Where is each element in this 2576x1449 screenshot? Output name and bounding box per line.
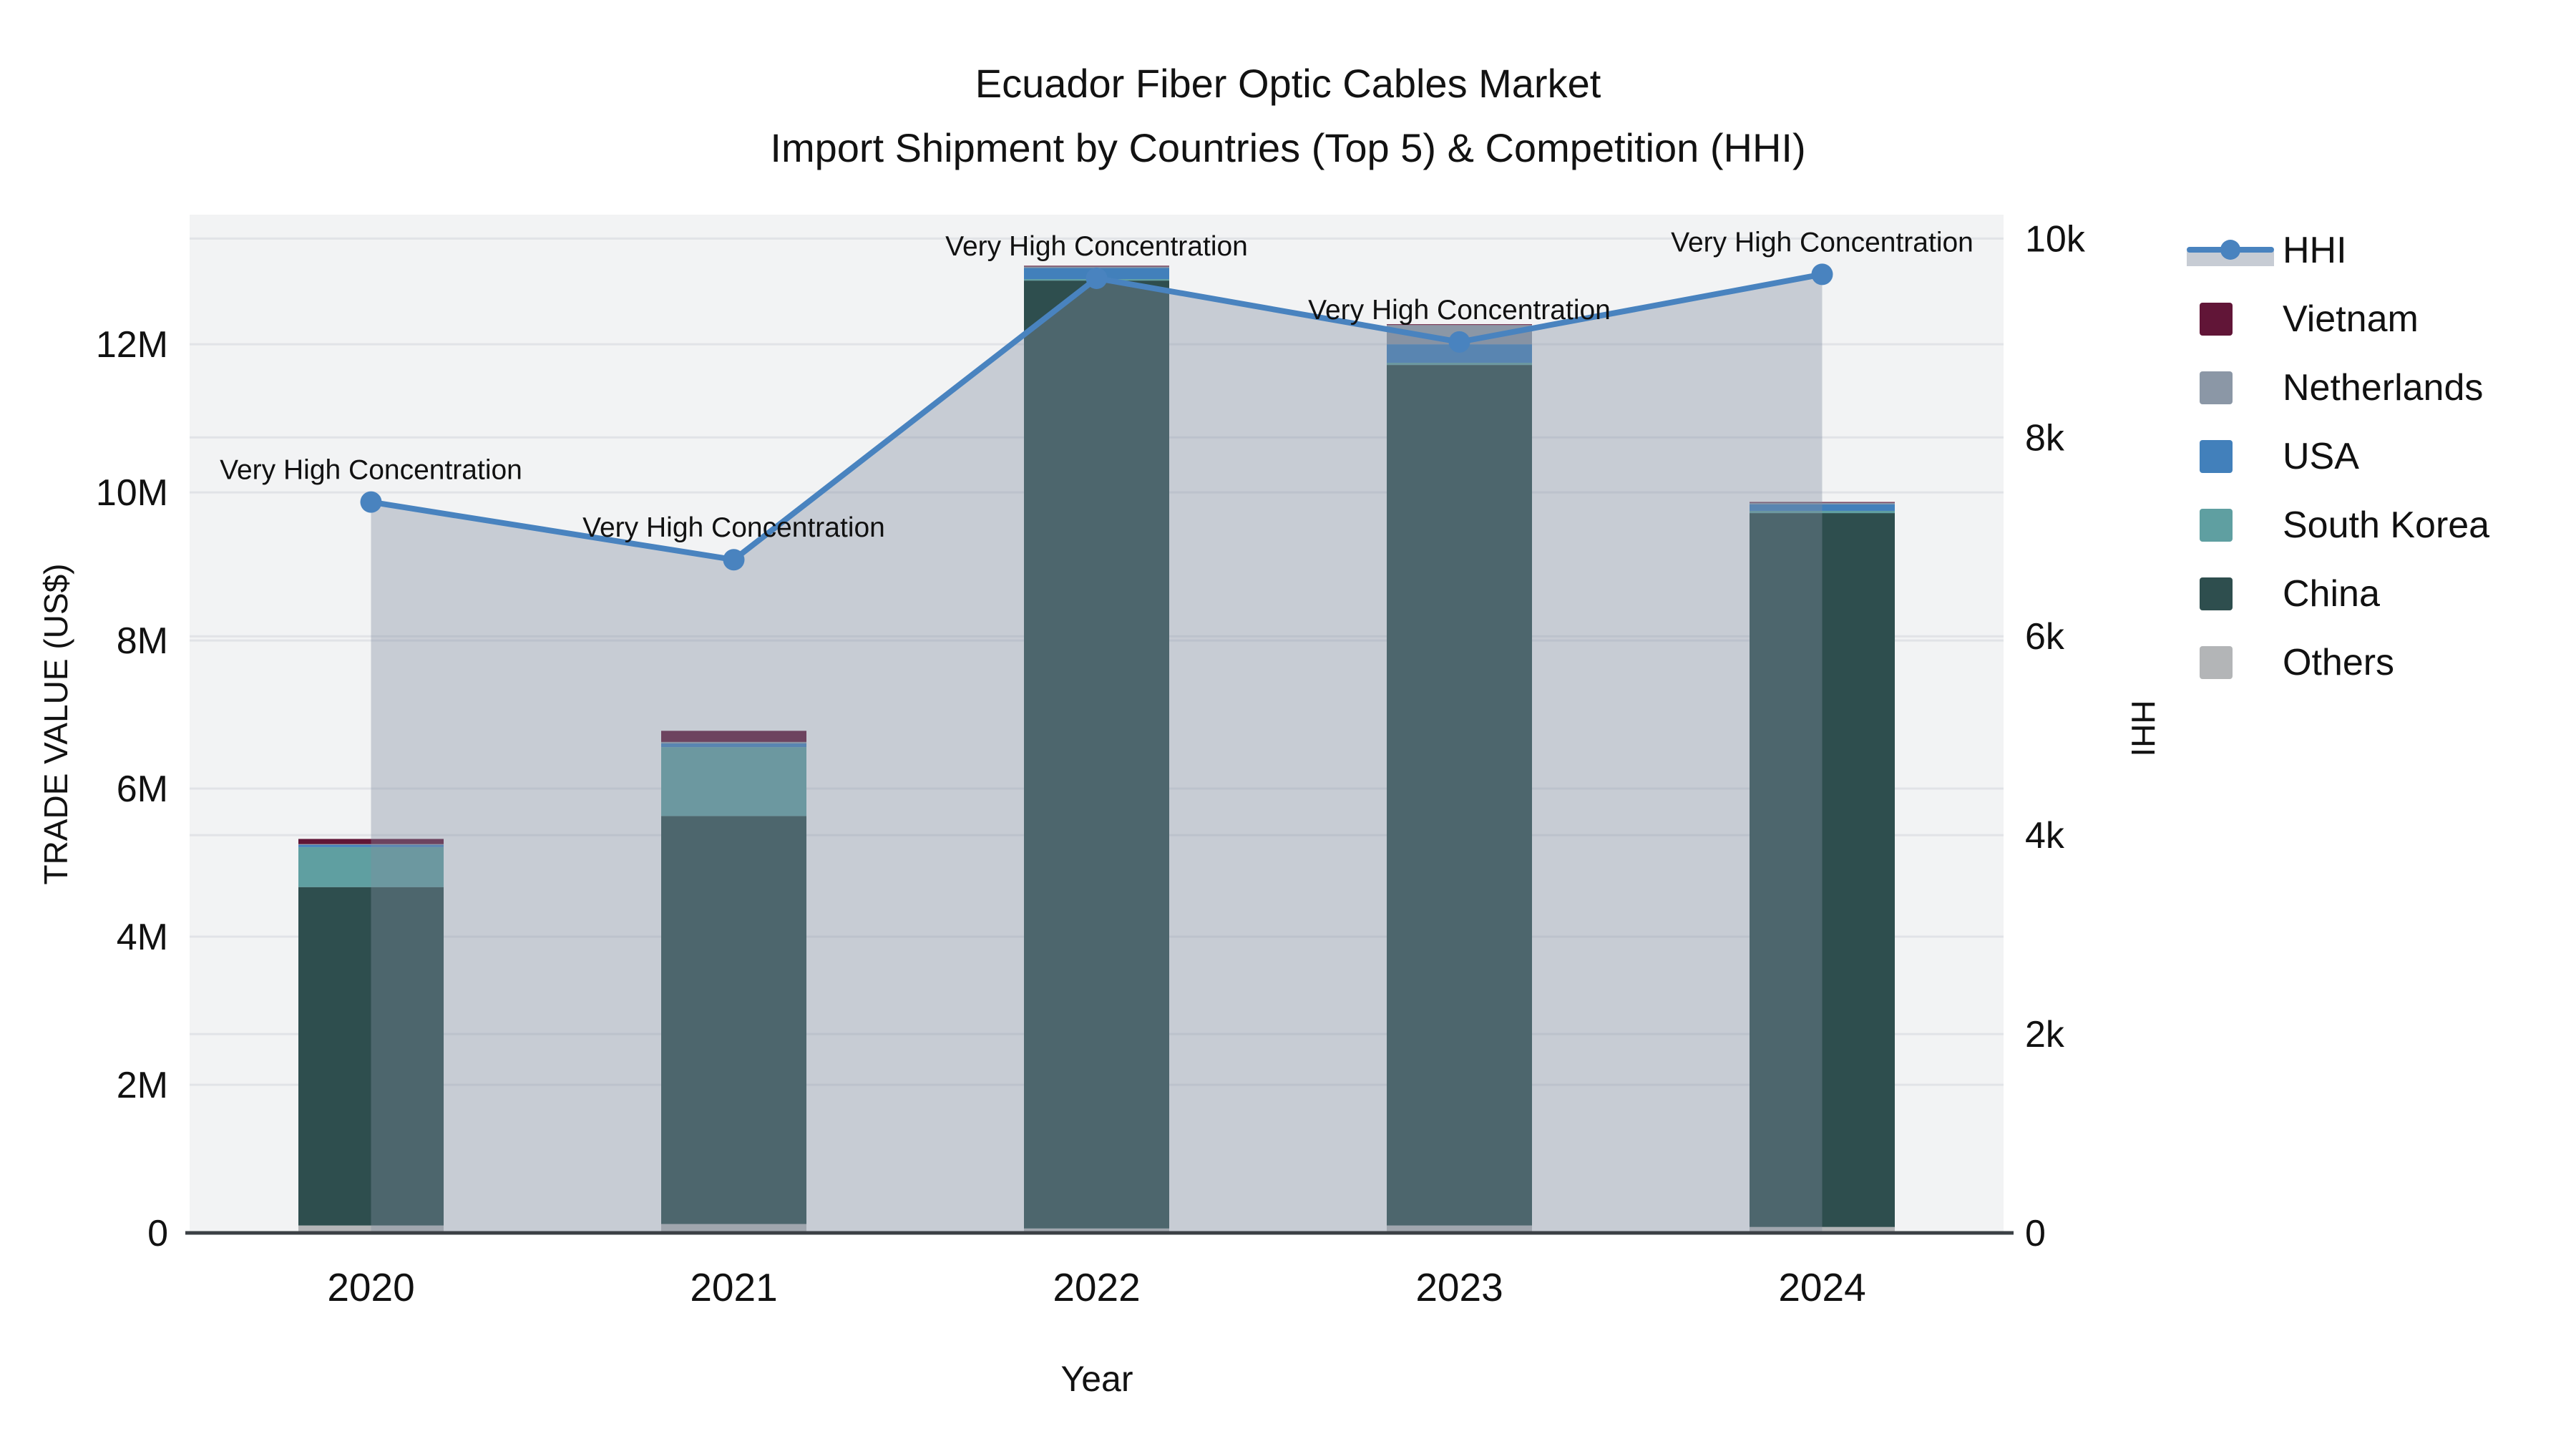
y-right-tick-0: 0 (2025, 1213, 2046, 1254)
legend-swatch-netherlands (2200, 371, 2233, 404)
legend-swatch-vietnam (2200, 303, 2233, 336)
bar-segment-vietnam-2023[interactable] (1387, 324, 1532, 326)
bar-segment-netherlands-2020[interactable] (298, 844, 444, 845)
bar-segment-vietnam-2021[interactable] (661, 731, 806, 742)
legend-item-netherlands[interactable]: Netherlands (2184, 367, 2489, 409)
bar-segment-vietnam-2022[interactable] (1024, 265, 1169, 267)
x-tick-2022: 2022 (1053, 1265, 1140, 1309)
chart-title-line2: Import Shipment by Countries (Top 5) & C… (770, 125, 1806, 170)
bar-segment-china-2022[interactable] (1024, 280, 1169, 1229)
bar-segment-south-korea-2024[interactable] (1750, 510, 1895, 514)
hhi-marker-2024[interactable] (1811, 263, 1833, 286)
bar-segment-others-2022[interactable] (1024, 1228, 1169, 1233)
y-left-tick-10M: 10M (96, 472, 168, 514)
legend: HHI Vietnam Netherlands USA South Korea China… (2184, 230, 2489, 711)
bar-segment-south-korea-2021[interactable] (661, 747, 806, 816)
legend-label-china: China (2283, 573, 2380, 615)
bar-segment-china-2020[interactable] (298, 887, 444, 1226)
bar-segment-netherlands-2021[interactable] (661, 741, 806, 743)
bar-segment-netherlands-2022[interactable] (1024, 266, 1169, 268)
y-right-tick-4k: 4k (2025, 815, 2065, 857)
y-right-tick-6k: 6k (2025, 616, 2065, 658)
legend-label-south-korea: South Korea (2283, 504, 2490, 546)
legend-label-vietnam: Vietnam (2283, 298, 2419, 340)
annotation-2022: Very High Concentration (945, 231, 1248, 262)
y-right-tick-8k: 8k (2025, 417, 2065, 459)
bar-segment-others-2021[interactable] (661, 1224, 806, 1233)
x-tick-2024: 2024 (1778, 1265, 1865, 1309)
legend-swatch-others (2200, 646, 2233, 679)
chart-title-line1: Ecuador Fiber Optic Cables Market (975, 61, 1601, 106)
bar-segment-others-2024[interactable] (1750, 1226, 1895, 1233)
legend-item-china[interactable]: China (2184, 573, 2489, 615)
legend-label-others: Others (2283, 642, 2395, 683)
legend-item-vietnam[interactable]: Vietnam (2184, 298, 2489, 340)
y-left-tick-8M: 8M (117, 620, 168, 662)
bar-segment-china-2024[interactable] (1750, 513, 1895, 1227)
bar-segment-china-2021[interactable] (661, 816, 806, 1224)
y-axis-left-title: TRADE VALUE (US$) (37, 563, 74, 885)
legend-label-usa: USA (2283, 436, 2359, 477)
y-left-tick-4M: 4M (117, 917, 168, 958)
bar-segment-usa-2020[interactable] (298, 844, 444, 847)
hhi-marker-2020[interactable] (360, 491, 382, 513)
bar-segment-netherlands-2024[interactable] (1750, 502, 1895, 504)
annotation-2024: Very High Concentration (1671, 227, 1974, 258)
legend-item-hhi[interactable]: HHI (2184, 230, 2489, 271)
annotation-2020: Very High Concentration (220, 455, 522, 486)
y-left-tick-12M: 12M (96, 324, 168, 366)
y-right-tick-2k: 2k (2025, 1014, 2065, 1055)
legend-label-netherlands: Netherlands (2283, 367, 2484, 409)
x-tick-2020: 2020 (327, 1265, 414, 1309)
hhi-marker-2022[interactable] (1085, 267, 1108, 289)
legend-item-others[interactable]: Others (2184, 642, 2489, 683)
bar-segment-usa-2024[interactable] (1750, 504, 1895, 511)
legend-item-usa[interactable]: USA (2184, 436, 2489, 477)
bar-segment-china-2023[interactable] (1387, 365, 1532, 1226)
bar-segment-others-2023[interactable] (1387, 1225, 1532, 1233)
bar-segment-vietnam-2020[interactable] (298, 839, 444, 844)
y-left-tick-0: 0 (147, 1213, 168, 1254)
bar-segment-usa-2021[interactable] (661, 743, 806, 748)
legend-label-hhi: HHI (2283, 230, 2347, 271)
x-tick-2023: 2023 (1415, 1265, 1503, 1309)
y-left-tick-6M: 6M (117, 769, 168, 810)
y-axis-right-title: HHI (2124, 700, 2162, 757)
bar-segment-south-korea-2023[interactable] (1387, 362, 1532, 366)
legend-item-south-korea[interactable]: South Korea (2184, 504, 2490, 546)
hhi-area-fill (371, 274, 1823, 1233)
chart-title: Ecuador Fiber Optic Cables Market Import… (0, 52, 2576, 180)
legend-swatch-south-korea (2200, 509, 2233, 542)
bar-segment-others-2020[interactable] (298, 1225, 444, 1233)
x-axis-title: Year (1060, 1359, 1133, 1399)
hhi-marker-2021[interactable] (723, 549, 745, 571)
hhi-marker-2023[interactable] (1448, 331, 1470, 353)
x-tick-2021: 2021 (690, 1265, 777, 1309)
bar-segment-south-korea-2020[interactable] (298, 847, 444, 887)
legend-swatch-usa (2200, 440, 2233, 473)
y-right-tick-10k: 10k (2025, 218, 2086, 260)
bar-segment-vietnam-2024[interactable] (1750, 502, 1895, 503)
annotation-2023: Very High Concentration (1308, 295, 1611, 326)
legend-swatch-china (2200, 577, 2233, 610)
annotation-2021: Very High Concentration (582, 512, 885, 543)
hhi-line-icon (2187, 232, 2274, 269)
y-left-tick-2M: 2M (117, 1065, 168, 1106)
